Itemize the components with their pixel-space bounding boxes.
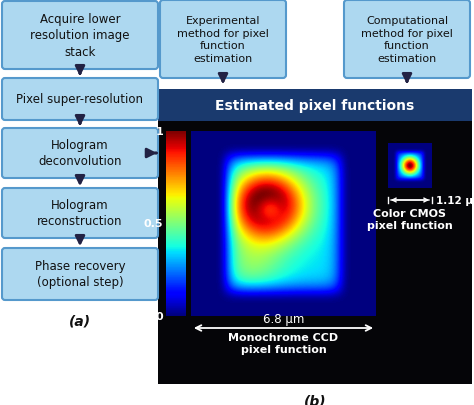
FancyBboxPatch shape [2,248,158,300]
Text: Hologram
deconvolution: Hologram deconvolution [38,139,122,168]
Text: (a): (a) [69,314,91,328]
FancyBboxPatch shape [2,79,158,121]
Bar [158,90,472,121]
Bar [158,122,472,384]
Text: Acquire lower
resolution image
stack: Acquire lower resolution image stack [30,13,130,58]
FancyBboxPatch shape [160,1,286,79]
Text: 1: 1 [155,127,163,136]
FancyBboxPatch shape [344,1,470,79]
FancyBboxPatch shape [2,2,158,70]
Text: 0: 0 [155,311,163,321]
FancyBboxPatch shape [2,189,158,239]
Text: Pixel super-resolution: Pixel super-resolution [17,93,144,106]
Text: Color CMOS
pixel function: Color CMOS pixel function [367,209,453,230]
Text: 6.8 μm: 6.8 μm [263,312,304,325]
Text: Estimated pixel functions: Estimated pixel functions [215,99,415,113]
Text: Experimental
method for pixel
function
estimation: Experimental method for pixel function e… [177,16,269,64]
Text: Hologram
reconstruction: Hologram reconstruction [37,199,123,228]
Text: (b): (b) [304,394,326,405]
FancyBboxPatch shape [2,129,158,179]
Text: 0.5: 0.5 [144,219,163,229]
Text: Computational
method for pixel
function
estimation: Computational method for pixel function … [361,16,453,64]
Text: Monochrome CCD
pixel function: Monochrome CCD pixel function [228,332,338,354]
Text: Phase recovery
(optional step): Phase recovery (optional step) [35,260,125,289]
Text: 1.12 μm: 1.12 μm [436,196,474,205]
